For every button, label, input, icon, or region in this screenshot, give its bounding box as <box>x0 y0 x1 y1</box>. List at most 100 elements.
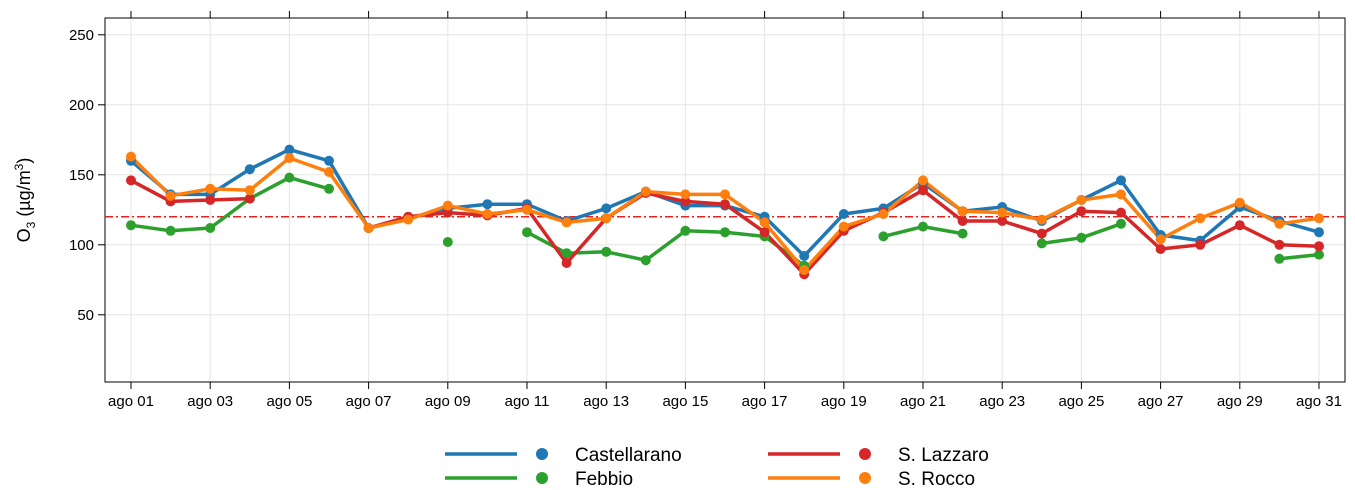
data-point <box>165 225 176 236</box>
data-point <box>680 196 691 207</box>
data-point <box>482 209 493 219</box>
data-point <box>284 144 295 155</box>
data-point <box>918 185 928 196</box>
data-point <box>244 185 255 196</box>
data-point <box>324 155 334 166</box>
data-point <box>1195 213 1206 224</box>
data-point <box>522 204 532 215</box>
y-tick-label: 250 <box>69 27 94 44</box>
data-point <box>720 199 730 210</box>
data-point <box>1036 228 1047 239</box>
data-point <box>126 151 136 162</box>
data-point <box>363 223 374 233</box>
data-point <box>1195 239 1206 250</box>
data-point <box>126 220 136 231</box>
data-point <box>1076 206 1087 217</box>
data-point <box>522 227 532 238</box>
x-tick-label: ago 15 <box>662 393 708 410</box>
x-tick-label: ago 11 <box>505 393 550 410</box>
data-point <box>680 189 691 200</box>
series-line <box>129 155 1320 272</box>
x-tick-label: ago 25 <box>1058 393 1104 410</box>
data-point <box>403 214 414 225</box>
legend-dot <box>859 472 871 484</box>
data-point <box>838 221 849 232</box>
data-point <box>1274 239 1285 250</box>
data-point <box>1234 197 1245 208</box>
data-point <box>680 225 691 236</box>
data-point <box>442 207 453 218</box>
data-point <box>1116 218 1126 229</box>
data-point <box>838 209 849 219</box>
data-point <box>1314 213 1324 224</box>
x-tick-label: ago 01 <box>108 393 154 410</box>
data-point <box>165 190 176 201</box>
data-point <box>1116 189 1126 200</box>
data-point <box>759 217 770 228</box>
data-point <box>1314 249 1324 260</box>
legend-label: S. Lazzaro <box>898 445 989 466</box>
data-point <box>957 216 968 226</box>
data-point <box>1314 227 1324 238</box>
y-label-part: ) <box>14 158 34 164</box>
x-tick-label: ago 09 <box>425 393 471 410</box>
data-point <box>1314 241 1324 252</box>
data-point <box>640 255 651 266</box>
x-tick-label: ago 27 <box>1138 393 1184 410</box>
data-point <box>442 237 453 247</box>
data-point <box>997 207 1008 218</box>
y-tick-label: 100 <box>69 237 94 254</box>
data-point <box>324 183 334 194</box>
x-tick-label: ago 31 <box>1296 393 1342 410</box>
data-point <box>1036 238 1047 249</box>
plot-frame <box>104 17 1346 383</box>
data-point <box>324 167 334 177</box>
x-tick-label: ago 21 <box>900 393 946 410</box>
data-point <box>640 186 651 197</box>
data-point <box>1274 218 1285 229</box>
data-point <box>244 193 255 204</box>
data-point <box>799 251 810 261</box>
data-point <box>601 203 612 214</box>
data-point <box>482 199 493 210</box>
data-point <box>126 175 136 186</box>
data-point <box>720 227 730 238</box>
legend-label: S. Rocco <box>898 469 975 490</box>
data-point <box>1036 214 1047 225</box>
data-point <box>284 153 295 163</box>
data-point <box>759 227 770 238</box>
data-point <box>1116 207 1126 218</box>
data-point <box>1274 253 1285 264</box>
data-point <box>561 258 572 268</box>
y-label-part: (µg/m <box>14 170 34 221</box>
legend-dot <box>536 448 548 460</box>
x-tick-label: ago 13 <box>583 393 629 410</box>
data-point <box>878 209 889 219</box>
data-point <box>918 175 928 186</box>
data-point <box>799 265 810 275</box>
legend-label: Febbio <box>575 469 633 490</box>
x-tick-label: ago 05 <box>266 393 312 410</box>
data-point <box>561 217 572 228</box>
y-label-sub: 3 <box>24 221 38 228</box>
data-point <box>284 172 295 183</box>
y-axis-label: O3 (µg/m3) <box>12 158 38 243</box>
data-point <box>442 200 453 211</box>
data-point <box>1076 232 1087 243</box>
data-point <box>1155 234 1166 245</box>
legend-dot <box>859 448 871 460</box>
data-point <box>1234 220 1245 231</box>
x-tick-label: ago 07 <box>346 393 392 410</box>
y-label-sup: 3 <box>12 163 26 170</box>
data-point <box>1116 175 1126 186</box>
x-tick-label: ago 23 <box>979 393 1025 410</box>
data-point <box>205 223 216 233</box>
x-tick-label: ago 19 <box>821 393 867 410</box>
x-tick-label: ago 03 <box>187 393 233 410</box>
data-point <box>997 216 1008 226</box>
data-point <box>957 206 968 217</box>
y-tick-label: 200 <box>69 97 94 114</box>
data-point <box>561 248 572 259</box>
x-tick-label: ago 29 <box>1217 393 1263 410</box>
